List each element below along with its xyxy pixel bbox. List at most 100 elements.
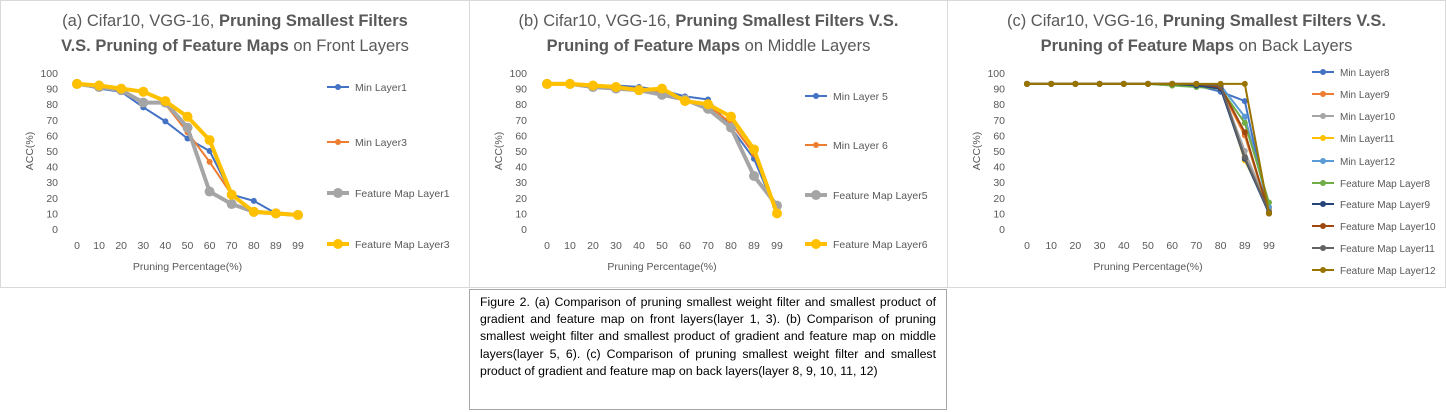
data-point xyxy=(138,86,149,97)
data-point xyxy=(270,208,281,219)
legend-label: Min Layer9 xyxy=(1340,90,1390,101)
data-point xyxy=(94,80,105,91)
data-point xyxy=(749,144,759,155)
legend-label: Min Layer12 xyxy=(1340,157,1395,168)
legend-swatch-marker xyxy=(1320,267,1326,273)
legend-label: Min Layer8 xyxy=(1340,68,1390,79)
chart-panel-front-layers: (a) Cifar10, VGG-16, Pruning Smallest Fi… xyxy=(0,0,470,288)
data-point xyxy=(1241,113,1248,120)
y-tick-label: 30 xyxy=(993,177,1005,189)
x-tick-label: 60 xyxy=(204,240,216,252)
y-tick-label: 20 xyxy=(993,193,1005,205)
data-point xyxy=(749,170,759,181)
chart-panel-back-layers: (c) Cifar10, VGG-16, Pruning Smallest Fi… xyxy=(947,0,1446,288)
data-point xyxy=(1241,80,1248,87)
legend-swatch-marker xyxy=(813,142,819,148)
x-tick-label: 89 xyxy=(270,240,282,252)
x-tick-label: 30 xyxy=(1094,240,1106,252)
legend-label: Feature Map Layer1 xyxy=(355,188,450,200)
y-tick-label: 80 xyxy=(515,99,527,111)
series-line xyxy=(1027,82,1270,211)
legend-label: Min Layer 5 xyxy=(833,91,888,103)
data-point xyxy=(772,208,782,219)
y-tick-label: 100 xyxy=(987,68,1005,80)
legend-swatch-marker xyxy=(1320,113,1326,119)
legend-label: Feature Map Layer6 xyxy=(833,239,928,251)
legend-swatch-marker xyxy=(811,190,821,200)
y-axis-label: ACC(%) xyxy=(971,132,983,171)
data-point xyxy=(1266,210,1272,217)
y-tick-label: 40 xyxy=(46,162,58,174)
data-point xyxy=(206,158,213,165)
y-tick-label: 0 xyxy=(521,224,527,236)
data-point xyxy=(634,85,644,96)
line-chart: 0 10 20 30 40 50 60 70 80 90 100 0 10 20 30 40 50 60 70 80 8… xyxy=(24,68,450,273)
x-tick-label: 99 xyxy=(771,240,783,252)
y-tick-label: 40 xyxy=(515,162,527,174)
legend-swatch-marker xyxy=(1320,180,1326,186)
y-tick-label: 80 xyxy=(993,99,1005,111)
data-point xyxy=(1193,80,1200,87)
x-tick-label: 99 xyxy=(292,240,304,252)
x-axis-label: Pruning Percentage(%) xyxy=(607,261,716,273)
x-tick-label: 10 xyxy=(1045,240,1057,252)
y-tick-label: 70 xyxy=(515,115,527,127)
data-point xyxy=(1217,80,1224,87)
data-point xyxy=(138,97,149,108)
data-point xyxy=(1120,80,1127,87)
chart-title: (c) Cifar10, VGG-16, Pruning Smallest Fi… xyxy=(1006,12,1386,55)
legend-swatch-marker xyxy=(335,84,341,90)
series-line xyxy=(1027,82,1270,214)
data-point xyxy=(1072,80,1079,87)
data-point xyxy=(1024,80,1030,87)
legend-label: Feature Map Layer10 xyxy=(1340,222,1436,233)
series-line xyxy=(547,82,778,211)
data-point xyxy=(182,111,193,122)
y-tick-label: 0 xyxy=(52,224,58,236)
legend-label: Min Layer11 xyxy=(1340,134,1395,145)
legend-swatch-marker xyxy=(1320,69,1326,75)
chart-panel-middle-layers: (b) Cifar10, VGG-16, Pruning Smallest Fi… xyxy=(469,0,948,288)
data-point xyxy=(160,96,171,107)
y-tick-label: 10 xyxy=(993,208,1005,220)
y-axis-label: ACC(%) xyxy=(493,132,505,171)
y-tick-label: 10 xyxy=(46,208,58,220)
legend-swatch-marker xyxy=(813,93,819,99)
x-axis-label: Pruning Percentage(%) xyxy=(133,261,242,273)
legend-swatch-marker xyxy=(1320,158,1326,164)
legend-swatch-marker xyxy=(1320,135,1326,141)
y-tick-label: 20 xyxy=(515,193,527,205)
x-tick-label: 20 xyxy=(587,240,599,252)
data-point xyxy=(1241,154,1248,161)
legend-swatch-marker xyxy=(811,239,821,249)
x-tick-label: 70 xyxy=(702,240,714,252)
chart-title: (a) Cifar10, VGG-16, Pruning Smallest Fi… xyxy=(61,12,409,55)
data-point xyxy=(248,206,259,217)
x-tick-label: 0 xyxy=(74,240,80,252)
data-point xyxy=(116,83,127,94)
data-point xyxy=(182,122,193,133)
data-point xyxy=(588,80,598,91)
y-tick-label: 50 xyxy=(515,146,527,158)
legend-swatch-marker xyxy=(1320,223,1326,229)
data-point xyxy=(226,189,237,200)
legend-swatch-marker xyxy=(1320,91,1326,97)
x-tick-label: 40 xyxy=(633,240,645,252)
line-chart: 0 10 20 30 40 50 60 70 80 90 100 0 10 20 30 40 50 60 70 80 8… xyxy=(971,68,1436,277)
x-tick-label: 30 xyxy=(137,240,149,252)
y-tick-label: 30 xyxy=(46,177,58,189)
figure-caption: Figure 2. (a) Comparison of pruning smal… xyxy=(469,289,947,410)
y-tick-label: 30 xyxy=(515,177,527,189)
y-tick-label: 90 xyxy=(993,84,1005,96)
y-tick-label: 100 xyxy=(40,68,58,80)
data-point xyxy=(1241,119,1248,126)
data-point xyxy=(1169,80,1176,87)
x-tick-label: 50 xyxy=(182,240,194,252)
data-point xyxy=(542,78,552,89)
series-line xyxy=(76,82,299,216)
y-tick-label: 90 xyxy=(46,84,58,96)
x-tick-label: 80 xyxy=(248,240,260,252)
legend-label: Min Layer 6 xyxy=(833,140,888,152)
y-tick-label: 60 xyxy=(515,130,527,142)
data-point xyxy=(726,111,736,122)
